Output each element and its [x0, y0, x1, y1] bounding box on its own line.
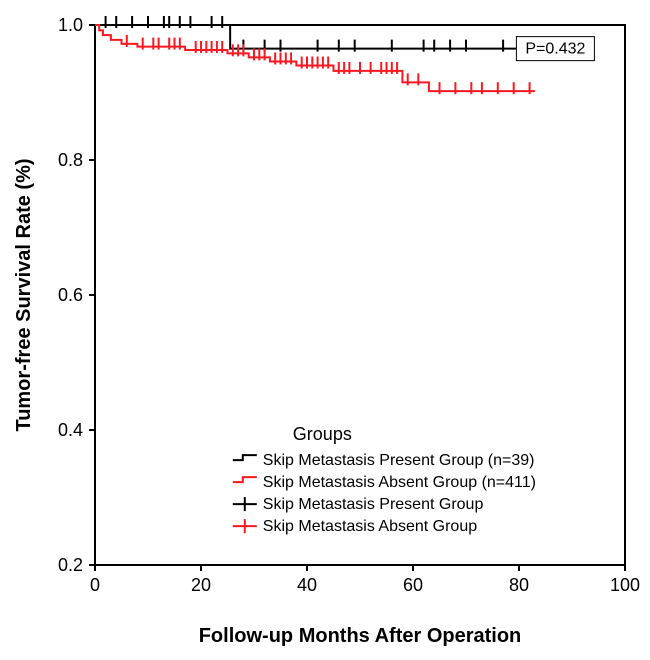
y-tick-label: 0.8 — [58, 150, 83, 170]
y-tick-label: 1.0 — [58, 15, 83, 35]
legend-item: Skip Metastasis Absent Group (n=411) — [233, 474, 536, 491]
chart-svg: 0 20 40 60 80 100 0.2 0.4 0.6 0.8 1.0 Follow-up Mon… — [0, 0, 650, 660]
legend-item: Skip Metastasis Present Group (n=39) — [233, 452, 535, 469]
survival-chart: 0 20 40 60 80 100 0.2 0.4 0.6 0.8 1.0 Follow-up Mon… — [0, 0, 650, 660]
legend-label: Skip Metastasis Present Group — [263, 496, 484, 513]
legend-line-icon — [233, 477, 257, 482]
legend-item: Skip Metastasis Absent Group — [233, 518, 477, 535]
x-tick-label: 0 — [90, 575, 100, 595]
survival-curve — [95, 25, 535, 91]
x-tick-label: 60 — [403, 575, 423, 595]
legend-label: Skip Metastasis Present Group (n=39) — [263, 452, 535, 469]
x-tick-label: 40 — [297, 575, 317, 595]
legend-label: Skip Metastasis Absent Group — [263, 518, 477, 535]
x-axis-label: Follow-up Months After Operation — [199, 625, 522, 647]
p-value-text: P=0.432 — [525, 41, 585, 58]
y-tick-label: 0.4 — [58, 420, 83, 440]
legend-title: Groups — [293, 424, 352, 444]
y-axis-label: Tumor-free Survival Rate (%) — [13, 158, 35, 431]
legend-line-icon — [233, 455, 257, 460]
x-tick-label: 80 — [509, 575, 529, 595]
legend-label: Skip Metastasis Absent Group (n=411) — [263, 474, 536, 491]
y-tick-label: 0.2 — [58, 555, 83, 575]
x-tick-label: 20 — [191, 575, 211, 595]
x-tick-label: 100 — [610, 575, 640, 595]
legend-item: Skip Metastasis Present Group — [233, 496, 484, 513]
y-tick-label: 0.6 — [58, 285, 83, 305]
